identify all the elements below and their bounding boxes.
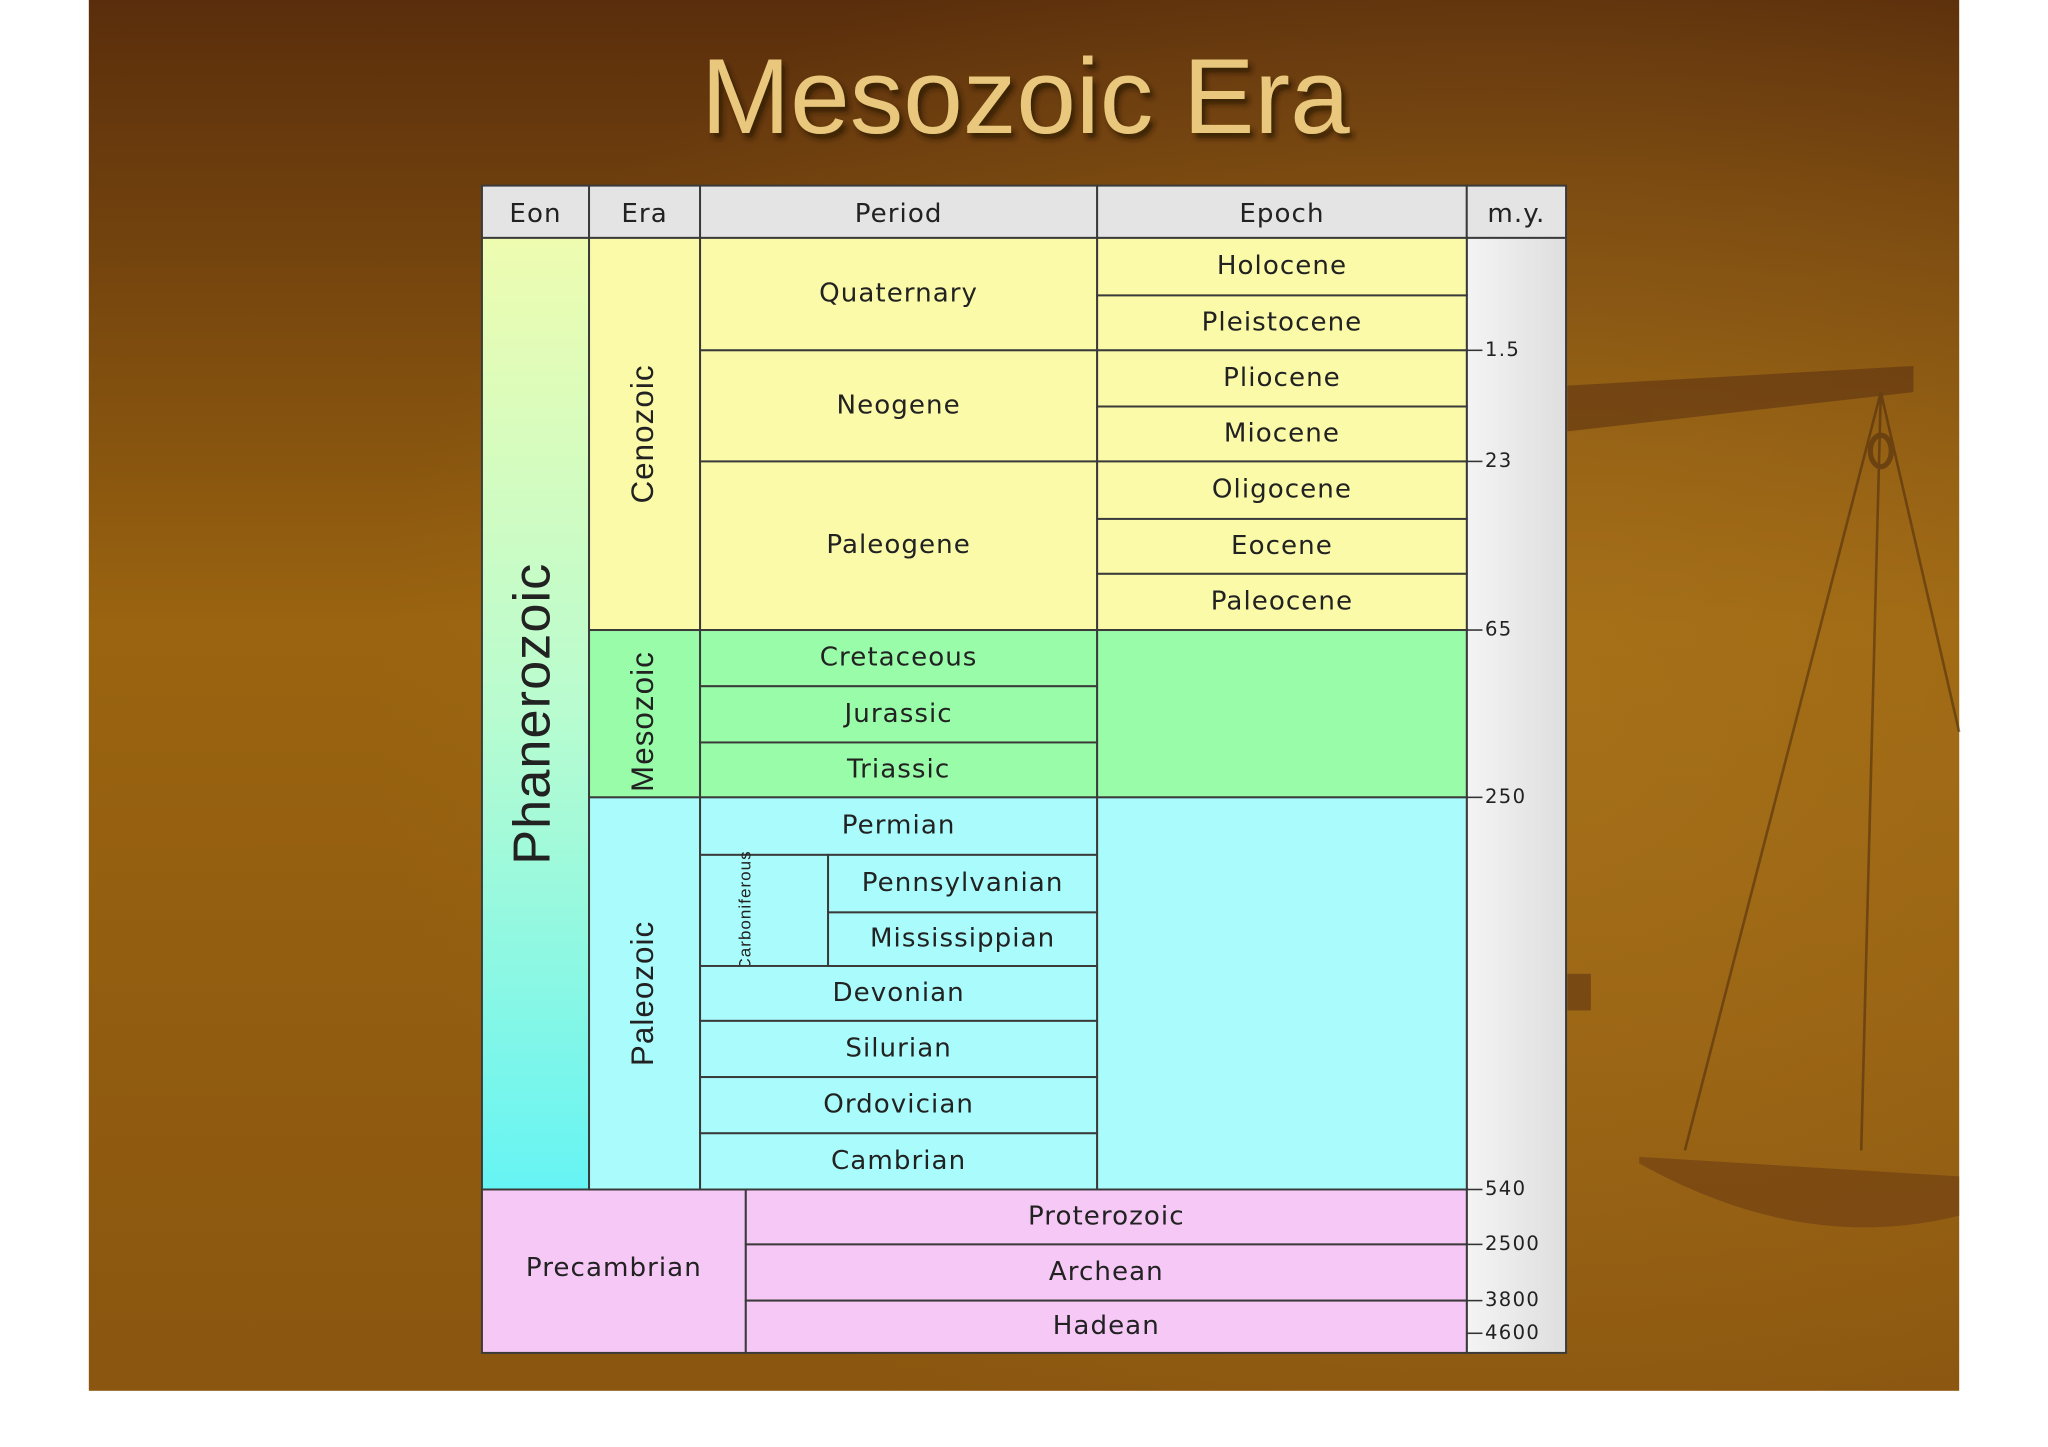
header-cell (699, 184, 1099, 239)
scales-decoration (1567, 365, 1961, 1228)
header-cell (1096, 184, 1468, 239)
epoch-empty (1096, 796, 1468, 1191)
precambrian-cell-label: Proterozoic (1028, 1201, 1185, 1231)
header-cell-label: Period (855, 199, 943, 229)
my-label: 2500 (1485, 1232, 1540, 1255)
epoch-cell-label: Miocene (1224, 418, 1340, 448)
epoch-cell-label: Paleocene (1211, 586, 1353, 616)
era-cell-label: Mesozoic (625, 651, 660, 792)
period-cell-label: Triassic (846, 754, 950, 784)
slide-title: Mesozoic Era (701, 36, 1350, 156)
period-cell-label: Silurian (845, 1033, 952, 1063)
header-cell-label: m.y. (1487, 199, 1545, 229)
my-label: 65 (1485, 618, 1513, 641)
period-cell (699, 964, 1099, 1022)
my-label: 4600 (1485, 1321, 1540, 1344)
precambrian-cell-label: Hadean (1053, 1311, 1160, 1341)
period-cell (699, 1132, 1099, 1191)
header-cell-label: Epoch (1239, 199, 1324, 229)
my-label: 23 (1485, 449, 1513, 472)
subperiod-cell-label: Pennsylvanian (862, 868, 1064, 898)
epoch-cell-label: Oligocene (1212, 475, 1352, 505)
period-cell (699, 853, 830, 967)
period-cell-label: Ordovician (823, 1090, 974, 1120)
period-cell (699, 629, 1099, 688)
era-cell (588, 236, 702, 632)
period-cell-label: Jurassic (843, 699, 953, 729)
epoch-cell-label: Holocene (1217, 251, 1347, 281)
epoch-cell (1096, 572, 1468, 632)
subperiod-cell (827, 911, 1099, 967)
epoch-cell-label: Pleistocene (1202, 307, 1363, 337)
period-cell-label: Quaternary (819, 279, 978, 309)
header-cell (1465, 184, 1568, 239)
period-cell-label: Devonian (832, 978, 964, 1008)
period-cell-label: Carboniferous (735, 850, 754, 970)
epoch-cell (1096, 460, 1468, 520)
period-cell-label: Cambrian (831, 1146, 966, 1176)
epoch-cell-label: Pliocene (1223, 363, 1341, 393)
epoch-cell-label: Eocene (1231, 531, 1333, 561)
my-label: 3800 (1485, 1288, 1540, 1311)
precambrian-cell (744, 1188, 1468, 1246)
epoch-cell (1096, 294, 1468, 352)
eon-cell-label: Phanerozoic (503, 563, 561, 865)
epoch-cell (1096, 236, 1468, 297)
my-label: 250 (1485, 785, 1526, 808)
precambrian-cell-label: Archean (1049, 1257, 1164, 1287)
period-cell (699, 685, 1099, 744)
eon-cell (480, 1188, 747, 1354)
precambrian-cell (744, 1243, 1468, 1302)
era-cell-label: Cenozoic (625, 364, 660, 503)
period-cell (699, 1076, 1099, 1135)
precambrian-cell (744, 1299, 1468, 1354)
epoch-cell (1096, 517, 1468, 575)
my-label: 540 (1485, 1177, 1526, 1200)
era-cell (588, 796, 702, 1191)
epoch-cell (1096, 405, 1468, 463)
period-cell-label: Paleogene (826, 530, 971, 560)
era-cell-label: Paleozoic (625, 921, 660, 1066)
subperiod-cell-label: Mississippian (870, 924, 1055, 954)
eon-cell-label: Precambrian (526, 1253, 702, 1283)
my-label: 1.5 (1485, 338, 1520, 361)
period-cell-label: Permian (842, 811, 956, 841)
period-cell-label: Neogene (837, 390, 961, 420)
period-cell-label: Cretaceous (820, 643, 978, 673)
header-cell-label: Era (621, 199, 667, 229)
header-cell-label: Eon (509, 199, 561, 229)
my-column (1465, 236, 1568, 1354)
time-table: Eon Era Period Epoch m.y. Phanerozoic Precambr… (480, 184, 1568, 1354)
epoch-empty (1096, 629, 1468, 799)
period-cell (699, 236, 1099, 352)
era-cell (588, 629, 702, 799)
